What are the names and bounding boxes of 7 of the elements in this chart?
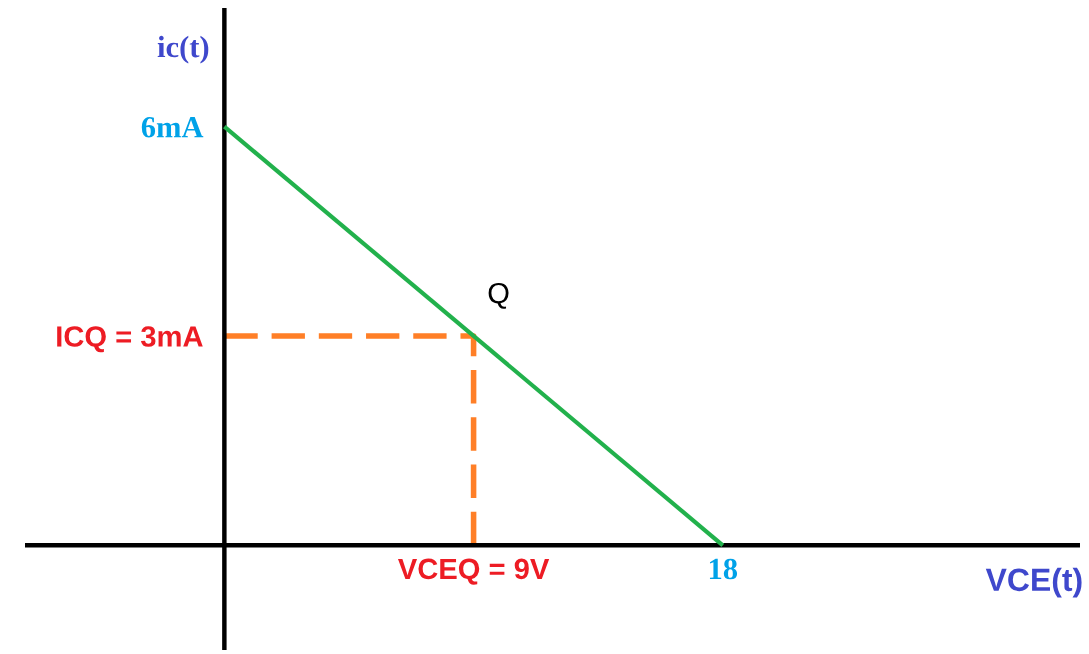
y-tick-label: 6mA	[141, 117, 204, 138]
annotation: Q	[488, 282, 509, 309]
x-tick-label: 18	[709, 558, 738, 580]
x-axis-title: VCE(t)	[985, 567, 1082, 598]
y-axis-title: ic(t)	[157, 35, 209, 64]
y-tick-label: ICQ = 3mA	[57, 326, 203, 353]
x-tick-label: VCEQ = 9V	[398, 558, 550, 585]
